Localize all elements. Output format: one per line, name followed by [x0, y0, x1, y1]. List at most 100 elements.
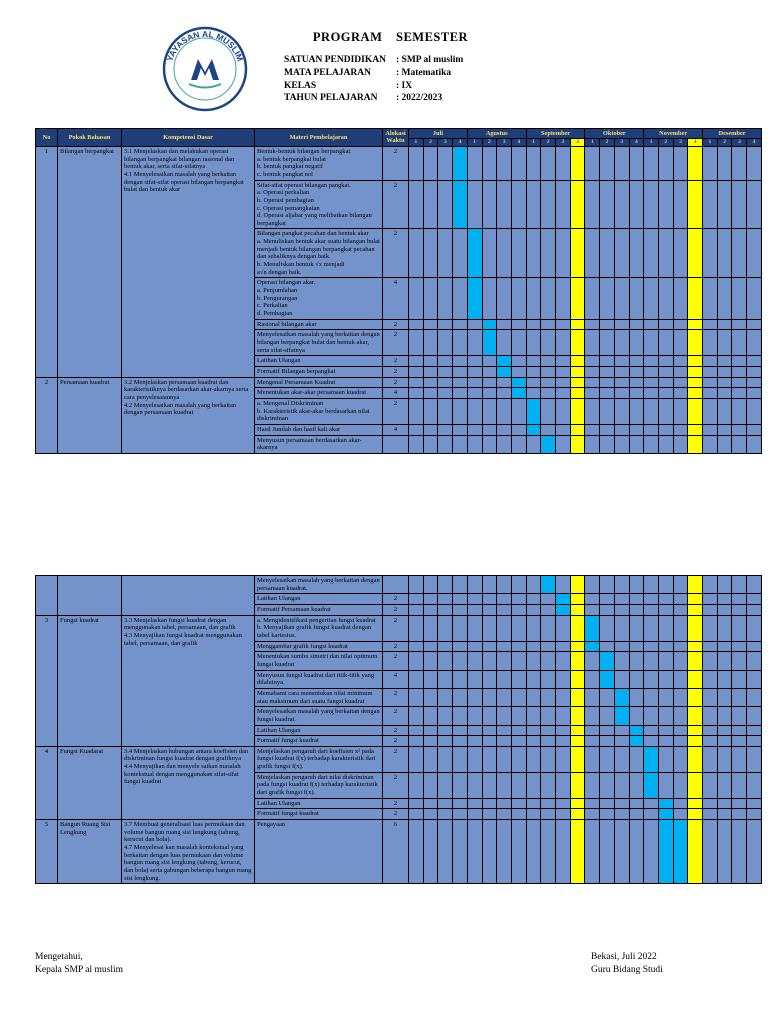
- alokasi-waktu-cell: 2: [382, 365, 409, 378]
- week-cell: [672, 614, 689, 642]
- alokasi-waktu-cell: 4: [382, 423, 409, 436]
- footer-right: Bekasi, Juli 2022 Guru Bidang Studi: [591, 951, 663, 976]
- week-cell: [599, 228, 615, 279]
- materi-pembelajaran-cell: Mengenal Persamaan Kuadrat: [254, 376, 383, 389]
- week-cell: [422, 228, 439, 279]
- materi-row: Formatif Persamaan kuadrat 2: [36, 603, 762, 616]
- week-cell: [672, 745, 689, 773]
- week-cell: [422, 318, 439, 331]
- week-cell: [525, 318, 542, 331]
- week-cell: [746, 145, 762, 181]
- week-cell: [731, 593, 748, 605]
- week-cell: [599, 179, 615, 230]
- week-cell: [584, 355, 601, 367]
- week-cell: [481, 574, 498, 595]
- week-number-header: 1: [643, 138, 659, 147]
- week-cell: [540, 797, 557, 810]
- week-cell: [746, 387, 762, 399]
- week-cell: [702, 771, 718, 799]
- week-cell: [716, 574, 733, 595]
- week-cell: [702, 365, 718, 378]
- week-number-header: 3: [496, 138, 512, 147]
- week-cell: [716, 724, 733, 737]
- week-cell: [599, 771, 615, 799]
- week-cell: [746, 771, 762, 799]
- week-cell: [687, 724, 704, 737]
- week-cell: [496, 376, 512, 389]
- week-cell: [628, 355, 645, 367]
- week-cell: [540, 735, 557, 747]
- week-cell: [628, 651, 645, 671]
- week-cell: [452, 397, 468, 425]
- alokasi-waktu-cell: 2: [382, 397, 409, 425]
- week-cell: [555, 797, 571, 810]
- week-cell: [437, 355, 454, 367]
- week-cell: [569, 179, 586, 230]
- week-cell: [716, 808, 733, 821]
- week-cell: [599, 387, 615, 399]
- week-cell: [643, 179, 659, 230]
- week-cell: [555, 228, 571, 279]
- logo-emblem-m: [191, 59, 219, 80]
- week-number-header: 2: [599, 138, 615, 147]
- week-cell: [687, 745, 704, 773]
- materi-pembelajaran-cell: Menjelaskan pengaruh dari nilai diskrimi…: [254, 771, 383, 799]
- week-cell: [452, 706, 468, 726]
- week-cell: [496, 651, 512, 671]
- week-cell: [599, 735, 615, 747]
- alokasi-waktu-cell: 4: [382, 277, 409, 320]
- week-cell: [496, 387, 512, 399]
- week-cell: [481, 724, 498, 737]
- week-cell: [540, 423, 557, 436]
- week-cell: [657, 706, 674, 726]
- week-cell: [657, 735, 674, 747]
- week-cell: [731, 376, 748, 389]
- materi-pembelajaran-cell: Menyusun fungsi kuadrat dari titik-titik…: [254, 669, 383, 689]
- week-cell: [525, 808, 542, 821]
- week-cell: [525, 434, 542, 454]
- week-cell: [731, 724, 748, 737]
- week-cell: [643, 329, 659, 357]
- week-cell: [422, 574, 439, 595]
- prosem-table-page-2: Menyelesaikan masalah yang berkaitan den…: [35, 574, 762, 885]
- week-cell: [496, 423, 512, 436]
- week-cell: [510, 277, 527, 320]
- materi-row: Menentukan akar-akar persamaan kuadrat 4: [36, 387, 762, 399]
- materi-pembelajaran-cell: Latihan Ulangan: [254, 724, 383, 737]
- week-cell: [584, 669, 601, 689]
- week-cell: [746, 614, 762, 642]
- week-cell: [657, 808, 674, 821]
- week-number-header: 4: [510, 138, 527, 147]
- week-cell: [437, 651, 454, 671]
- week-cell: [569, 735, 586, 747]
- alokasi-waktu-cell: 2: [382, 735, 409, 747]
- week-cell: [510, 724, 527, 737]
- week-cell: [525, 179, 542, 230]
- week-cell: [702, 593, 718, 605]
- week-cell: [746, 808, 762, 821]
- week-cell: [408, 706, 424, 726]
- week-cell: [452, 387, 468, 399]
- materi-pembelajaran-cell: Formatif fungsi kuadrat: [254, 735, 383, 747]
- week-cell: [422, 808, 439, 821]
- week-cell: [716, 228, 733, 279]
- week-cell: [613, 724, 630, 737]
- week-cell: [422, 603, 439, 616]
- week-cell: [525, 735, 542, 747]
- week-cell: [672, 387, 689, 399]
- week-cell: [613, 603, 630, 616]
- week-cell: [422, 593, 439, 605]
- week-cell: [672, 179, 689, 230]
- alokasi-waktu-cell: 2: [382, 771, 409, 799]
- materi-pembelajaran-cell: Menyelesaikan masalah yang berkaitan den…: [254, 574, 383, 595]
- week-cell: [643, 745, 659, 773]
- week-cell: [672, 651, 689, 671]
- week-cell: [555, 614, 571, 642]
- week-cell: [540, 745, 557, 773]
- week-cell: [672, 640, 689, 653]
- week-cell: [613, 228, 630, 279]
- week-cell: [452, 735, 468, 747]
- week-cell: [657, 365, 674, 378]
- week-cell: [599, 355, 615, 367]
- week-cell: [746, 423, 762, 436]
